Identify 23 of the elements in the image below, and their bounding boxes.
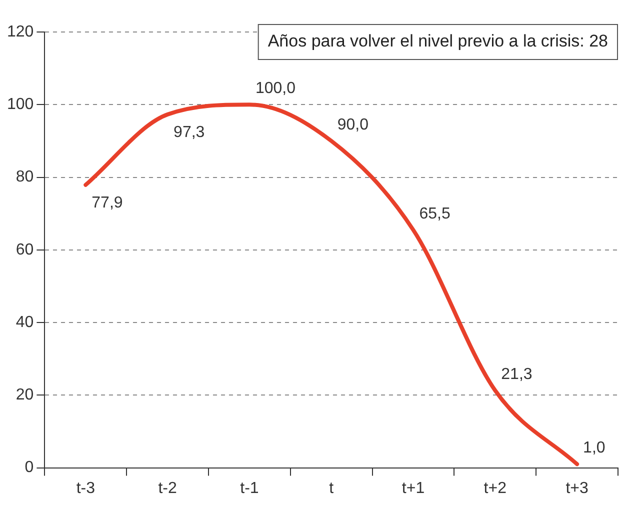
y-tick-label: 60 bbox=[16, 241, 34, 258]
line-series bbox=[84, 102, 580, 466]
data-label: 77,9 bbox=[92, 194, 123, 212]
data-label: 100,0 bbox=[255, 80, 296, 98]
x-tick-label: t+2 bbox=[484, 480, 507, 497]
y-tick-label: 100 bbox=[6, 96, 34, 114]
data-label: 21,3 bbox=[501, 366, 532, 383]
x-tick-label: t+1 bbox=[402, 480, 425, 497]
y-tick-label: 80 bbox=[16, 168, 34, 186]
x-tick-label: t-3 bbox=[76, 480, 96, 497]
data-label: 97,3 bbox=[174, 124, 205, 141]
x-tick-label: t-1 bbox=[240, 480, 259, 497]
x-tick-label: t-2 bbox=[158, 480, 177, 497]
y-tick-label: 120 bbox=[6, 23, 34, 40]
x-tick-label: t+3 bbox=[566, 480, 588, 497]
data-label: 1,0 bbox=[583, 440, 606, 457]
x-tick-label: t bbox=[329, 480, 334, 497]
y-tick-label: 20 bbox=[16, 386, 34, 404]
data-label: 65,5 bbox=[419, 205, 450, 222]
data-label: 90,0 bbox=[337, 116, 369, 134]
y-tick-label: 0 bbox=[24, 459, 34, 476]
y-tick-label: 40 bbox=[16, 314, 34, 331]
annotation: Años para volver el nivel previo a la crisis: 28 bbox=[268, 32, 608, 51]
